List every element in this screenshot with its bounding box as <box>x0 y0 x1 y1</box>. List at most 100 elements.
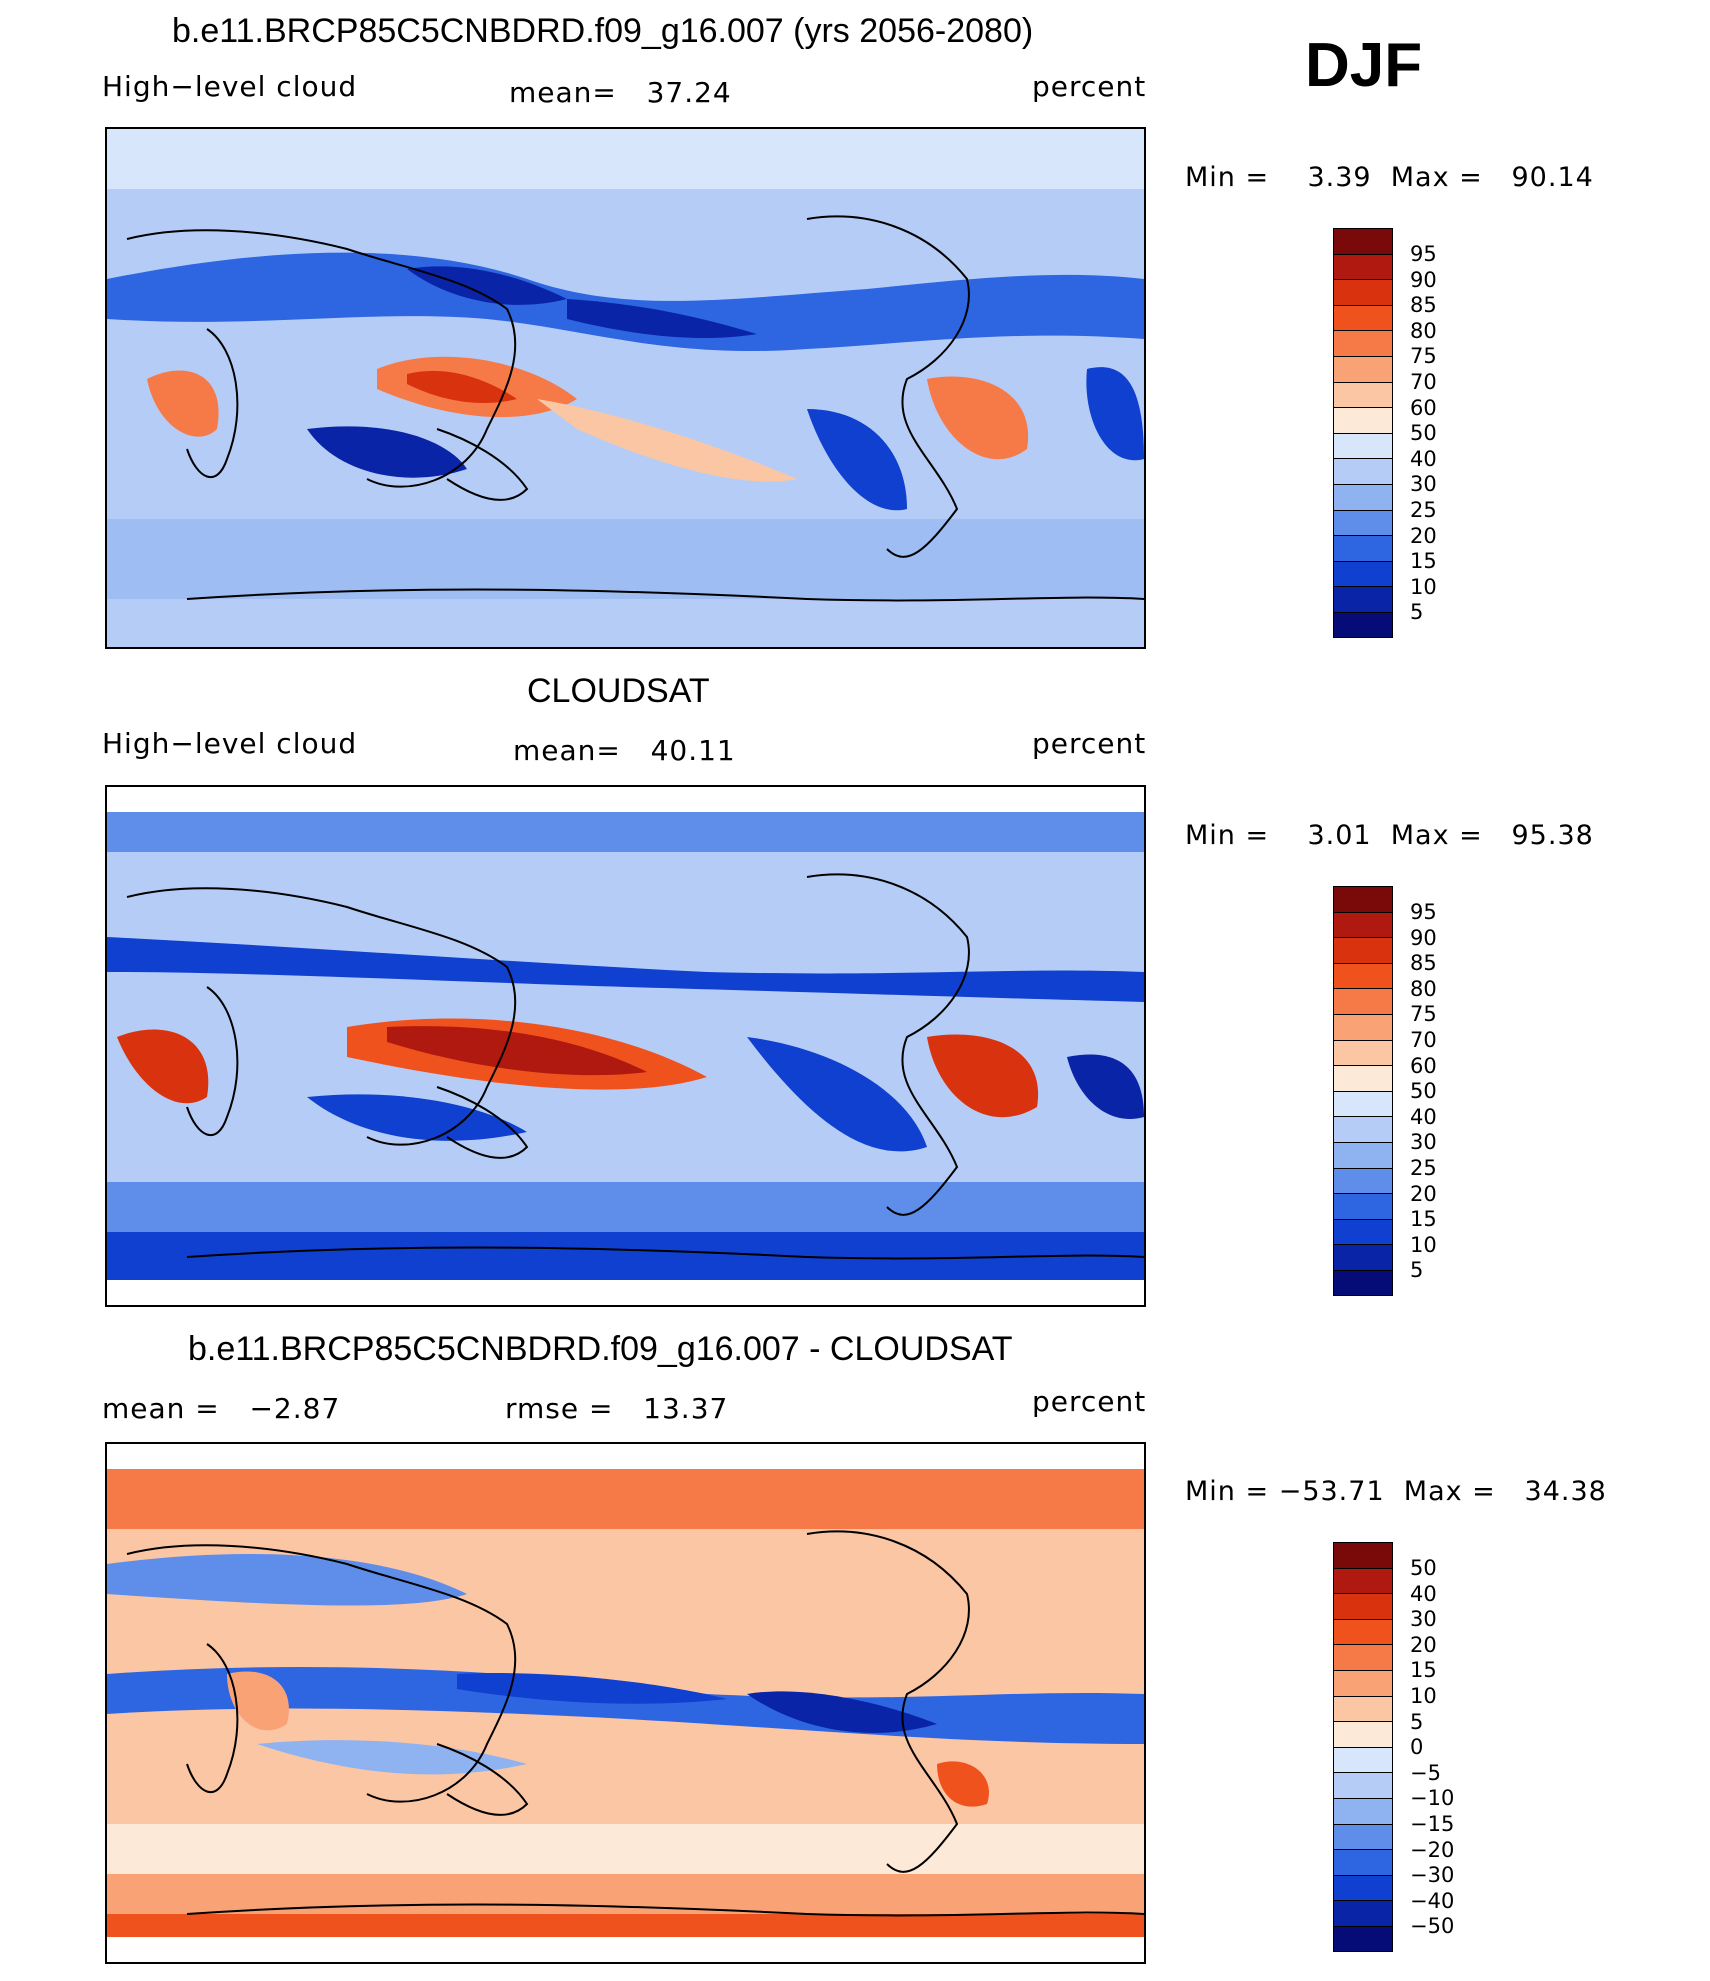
p2-colorbar-cell <box>1333 1141 1393 1168</box>
panel1-units-label: percent <box>1032 70 1147 103</box>
p1-level-label: 30 <box>1410 472 1437 496</box>
p2-colorbar-cell <box>1333 1244 1393 1270</box>
p2-atl-dry <box>1067 1054 1144 1119</box>
p1-so-band <box>107 519 1144 599</box>
p2-level-label: 20 <box>1410 1182 1437 1206</box>
p1-level-label: 70 <box>1410 370 1437 394</box>
panel3-units-label: percent <box>1032 1385 1147 1418</box>
p2-level-label: 25 <box>1410 1156 1437 1180</box>
p3-level-label: 40 <box>1410 1582 1437 1606</box>
panel2-units-label: percent <box>1032 727 1147 760</box>
p3-africa-pos <box>227 1671 289 1731</box>
p2-africa <box>117 1029 209 1104</box>
panel1-map-svg <box>107 129 1144 647</box>
panel1-mean-label: mean= 37.24 <box>509 76 732 109</box>
p3-colorbar-cell <box>1333 1567 1393 1594</box>
p3-level-label: −15 <box>1410 1812 1455 1836</box>
p1-colorbar-cell <box>1333 535 1393 561</box>
p1-amazon <box>927 376 1029 460</box>
p1-pacific-core <box>567 299 757 339</box>
panel3-colorbar <box>1333 1542 1393 1952</box>
p2-colorbar-cell <box>1333 911 1393 938</box>
p3-level-label: 0 <box>1410 1735 1424 1759</box>
p1-level-label: 5 <box>1410 600 1424 624</box>
p1-level-label: 75 <box>1410 344 1437 368</box>
p3-level-label: 10 <box>1410 1684 1437 1708</box>
p3-level-label: 50 <box>1410 1556 1437 1580</box>
p3-level-label: −5 <box>1410 1761 1441 1785</box>
p2-level-label: 10 <box>1410 1233 1437 1257</box>
p1-level-label: 50 <box>1410 421 1437 445</box>
p2-level-label: 50 <box>1410 1079 1437 1103</box>
p2-level-label: 75 <box>1410 1002 1437 1026</box>
p3-colorbar-cell <box>1333 1874 1393 1901</box>
p3-level-label: −10 <box>1410 1786 1455 1810</box>
p1-colorbar-cell <box>1333 330 1393 356</box>
p2-sepac-dry <box>747 1037 927 1152</box>
p1-colorbar-cell <box>1333 355 1393 382</box>
p3-colorbar-cell <box>1333 1823 1393 1850</box>
panel1-variable-label: High−level cloud <box>102 70 358 103</box>
p2-colorbar-cell <box>1333 962 1393 989</box>
panel2-variable-label: High−level cloud <box>102 727 358 760</box>
p1-colorbar-cell <box>1333 279 1393 305</box>
p1-colorbar-cell <box>1333 586 1393 612</box>
p1-level-label: 85 <box>1410 293 1437 317</box>
p1-africa <box>147 370 219 437</box>
p1-level-label: 95 <box>1410 242 1437 266</box>
p1-level-label: 15 <box>1410 549 1437 573</box>
panel2-title: CLOUDSAT <box>527 672 710 710</box>
p1-warm-pool-core <box>407 370 517 404</box>
p2-colorbar-cell <box>1333 1116 1393 1142</box>
panel2-map-svg <box>107 787 1144 1305</box>
p2-colorbar-cell <box>1333 1269 1393 1296</box>
p1-colorbar-cell <box>1333 304 1393 331</box>
panel1-minmax: Min = 3.39 Max = 90.14 <box>1185 162 1594 193</box>
p2-colorbar-cell <box>1333 1193 1393 1219</box>
p3-amazon-pos <box>937 1761 989 1807</box>
p3-level-label: −50 <box>1410 1914 1455 1938</box>
p3-colorbar-cell <box>1333 1746 1393 1773</box>
p2-level-label: 30 <box>1410 1130 1437 1154</box>
p1-north-core <box>407 266 567 305</box>
p1-colorbar-cell <box>1333 407 1393 433</box>
p1-level-label: 90 <box>1410 268 1437 292</box>
p3-sepac-neg <box>747 1691 937 1733</box>
panel2-colorbar <box>1333 886 1393 1296</box>
p2-warm-pool-core <box>387 1026 647 1076</box>
p3-colorbar-cell <box>1333 1849 1393 1875</box>
p3-colorbar-cell <box>1333 1797 1393 1824</box>
p3-coastlines <box>126 1530 1144 1917</box>
p1-atl-dry <box>1086 367 1144 461</box>
p2-colorbar-cell <box>1333 1218 1393 1245</box>
p2-level-label: 80 <box>1410 977 1437 1001</box>
p3-level-label: −20 <box>1410 1838 1455 1862</box>
panel3-minmax: Min = −53.71 Max = 34.38 <box>1185 1476 1607 1507</box>
p2-south-dry <box>307 1094 527 1141</box>
p3-colorbar-cell <box>1333 1542 1393 1568</box>
panel3-rmse-label: rmse = 13.37 <box>505 1392 729 1425</box>
p1-sepac-dry <box>807 409 907 511</box>
p3-tropical-neg-core <box>457 1673 727 1704</box>
p2-colorbar-cell <box>1333 1039 1393 1066</box>
panel3-title: b.e11.BRCP85C5CNBDRD.f09_g16.007 - CLOUD… <box>188 1330 1013 1368</box>
p2-colorbar-cell <box>1333 937 1393 963</box>
p2-level-label: 90 <box>1410 926 1437 950</box>
p1-colorbar-cell <box>1333 458 1393 484</box>
panel1-title: b.e11.BRCP85C5CNBDRD.f09_g16.007 (yrs 20… <box>172 12 1034 50</box>
p3-colorbar-cell <box>1333 1925 1393 1952</box>
p2-colorbar-cell <box>1333 1167 1393 1194</box>
p2-level-label: 70 <box>1410 1028 1437 1052</box>
p3-level-label: −30 <box>1410 1863 1455 1887</box>
p3-level-label: 15 <box>1410 1658 1437 1682</box>
p2-level-label: 5 <box>1410 1258 1424 1282</box>
p1-colorbar-cell <box>1333 253 1393 280</box>
p3-colorbar-cell <box>1333 1772 1393 1798</box>
panel2-map <box>105 785 1146 1307</box>
p1-level-label: 25 <box>1410 498 1437 522</box>
p1-colorbar-cell <box>1333 432 1393 459</box>
p2-colorbar-cell <box>1333 1090 1393 1117</box>
p3-level-label: 20 <box>1410 1633 1437 1657</box>
panel1-colorbar <box>1333 228 1393 638</box>
panel2-mean-label: mean= 40.11 <box>513 734 736 767</box>
